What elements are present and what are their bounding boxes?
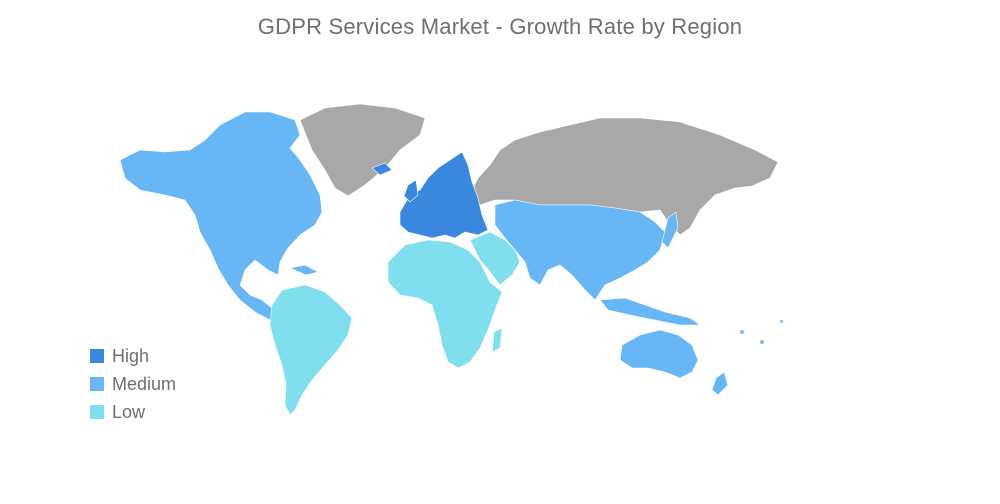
legend: High Medium Low (90, 342, 176, 426)
region-north-america (119, 111, 323, 329)
region-se-asia (599, 297, 701, 326)
region-greenland (299, 103, 426, 197)
legend-label-high: High (112, 345, 150, 366)
region-japan (661, 211, 679, 249)
legend-swatch-low (90, 405, 104, 419)
region-pacific-islands (739, 319, 784, 345)
region-uk (403, 179, 419, 203)
chart-title: GDPR Services Market - Growth Rate by Re… (257, 14, 743, 39)
legend-item-low: Low (90, 398, 176, 426)
region-new-zealand (711, 371, 729, 396)
region-madagascar (491, 327, 503, 353)
legend-item-medium: Medium (90, 370, 176, 398)
region-asia (494, 199, 666, 301)
region-europe (399, 151, 489, 239)
region-australia (619, 329, 699, 379)
region-south-america (269, 284, 353, 416)
region-africa (387, 239, 503, 369)
legend-item-high: High (90, 342, 176, 370)
region-iceland (371, 162, 393, 176)
legend-label-medium: Medium (112, 373, 177, 394)
region-caribbean (289, 264, 319, 276)
legend-swatch-high (90, 349, 104, 363)
legend-label-low: Low (112, 401, 146, 422)
region-middle-east (469, 231, 521, 286)
legend-swatch-medium (90, 377, 104, 391)
